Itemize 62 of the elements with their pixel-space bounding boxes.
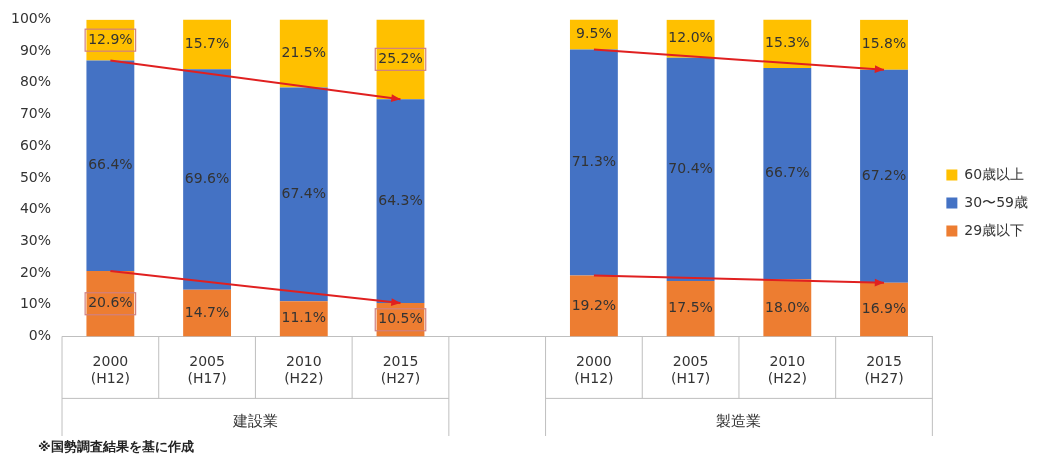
x-tick-label: 2005 (H17) xyxy=(670,353,711,387)
data-label: 12.9% xyxy=(88,30,133,47)
data-label: 66.7% xyxy=(765,164,810,181)
data-label: 71.3% xyxy=(571,153,617,170)
bar xyxy=(183,19,232,70)
data-label: 14.7% xyxy=(184,303,230,320)
data-label: 25.2% xyxy=(378,49,423,66)
x-tick-label: 2000 (H12) xyxy=(90,353,131,387)
bar xyxy=(569,275,618,337)
y-tick-label: 100% xyxy=(10,10,52,27)
y-tick-label: 10% xyxy=(19,295,52,312)
data-label: 67.2% xyxy=(861,166,907,183)
bar xyxy=(183,289,232,337)
x-tick-label: 2015 (H27) xyxy=(864,353,904,387)
text: ※国勢調査結果を基に作成 xyxy=(38,438,195,456)
data-label: 18.0% xyxy=(765,298,810,315)
x-tick-label: 2010 (H22) xyxy=(284,353,324,387)
legend-label: 29歳以下 xyxy=(964,221,1025,238)
bar xyxy=(376,99,425,304)
x-tick-label: 2005 (H17) xyxy=(187,353,227,387)
legend-label: 30〜59歳 xyxy=(964,193,1029,210)
data-label: 15.7% xyxy=(184,34,230,51)
bar xyxy=(860,69,908,283)
y-tick-label: 20% xyxy=(19,263,52,280)
bar xyxy=(666,280,715,337)
data-label: 17.5% xyxy=(668,299,713,316)
x-tick-label: 2015 (H27) xyxy=(380,353,421,387)
data-label: 15.3% xyxy=(765,34,810,51)
data-label: 21.5% xyxy=(281,44,327,61)
data-label: 19.2% xyxy=(571,296,617,313)
y-tick-label: 90% xyxy=(19,41,52,58)
data-label: 20.6% xyxy=(88,294,133,311)
bar xyxy=(279,87,328,302)
y-tick-label: 80% xyxy=(19,73,52,90)
data-label: 11.1% xyxy=(281,309,327,326)
x-tick-label: 2010 (H22) xyxy=(767,353,807,387)
y-tick-label: 30% xyxy=(19,231,52,248)
data-label: 10.5% xyxy=(378,310,423,327)
data-label: 15.8% xyxy=(861,35,907,52)
y-tick-label: 40% xyxy=(19,200,52,217)
text: 建設業 xyxy=(231,411,278,430)
data-label: 67.4% xyxy=(281,185,327,202)
x-tick-label: 2000 (H12) xyxy=(574,353,614,387)
y-tick-label: 60% xyxy=(19,136,52,153)
data-label: 69.6% xyxy=(184,170,230,187)
data-label: 12.0% xyxy=(668,29,713,46)
data-label: 64.3% xyxy=(378,191,423,208)
bar xyxy=(569,49,618,276)
data-label: 16.9% xyxy=(861,300,907,317)
text: 製造業 xyxy=(716,411,762,430)
y-tick-label: 70% xyxy=(19,105,52,122)
data-label: 70.4% xyxy=(668,159,713,176)
bar xyxy=(279,19,328,88)
data-label: 9.5% xyxy=(576,25,612,42)
bar xyxy=(763,67,812,280)
y-tick-label: 50% xyxy=(19,168,52,185)
bar xyxy=(86,60,135,272)
data-label: 66.4% xyxy=(88,156,133,173)
y-tick-label: 0% xyxy=(28,327,52,344)
legend-label: 60歳以上 xyxy=(964,165,1025,182)
bar xyxy=(183,69,232,290)
bar xyxy=(666,57,715,281)
